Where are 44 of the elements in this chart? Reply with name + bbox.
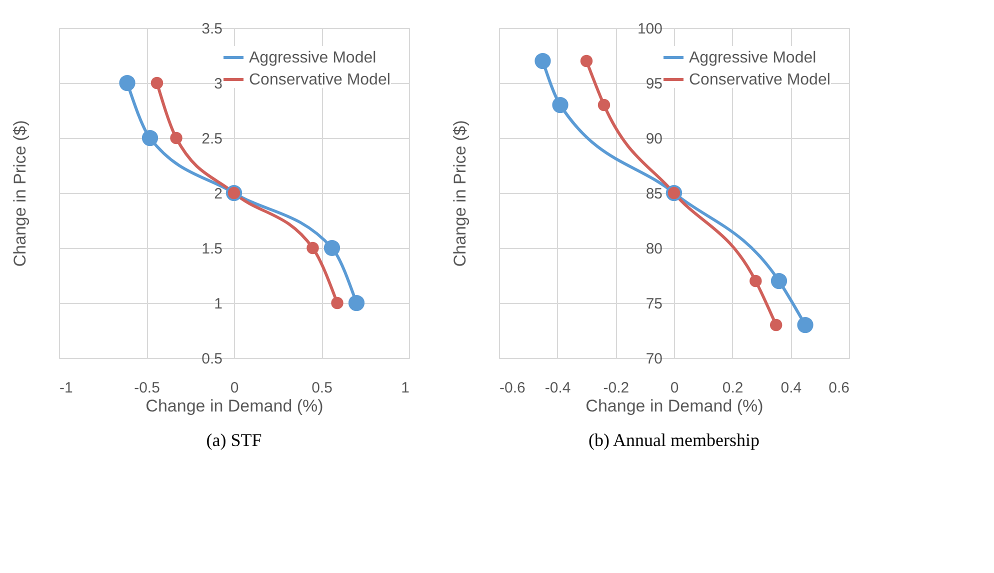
y-tick-label: 3.5	[202, 20, 222, 38]
y-tick-label: 80	[646, 240, 662, 258]
point	[348, 294, 365, 312]
y-tick-label: 1.5	[202, 240, 222, 258]
x-tick-label: 0.2	[722, 380, 744, 396]
point	[119, 74, 136, 92]
x-axis-title: Change in Demand (%)	[586, 396, 764, 416]
x-tick-label: 0.5	[312, 380, 332, 396]
y-tick-label: 3	[214, 76, 222, 92]
point	[306, 242, 319, 254]
y-axis-title: Change in Price ($)	[450, 120, 470, 267]
x-tick-label: -0.2	[603, 380, 630, 396]
point	[331, 296, 344, 310]
legend-label: Conservative Model	[249, 72, 390, 88]
x-tick-label: 0.4	[780, 380, 802, 396]
y-tick-label: 75	[646, 296, 662, 312]
point	[142, 130, 158, 146]
y-tick-label: 70	[646, 350, 662, 368]
point	[324, 240, 340, 256]
y-tick-label: 95	[646, 76, 662, 92]
x-tick-label: -0.5	[134, 380, 160, 396]
x-tick-label: 1	[401, 380, 410, 396]
y-tick-label: 1	[214, 296, 222, 312]
x-tick-label: -0.4	[544, 380, 571, 396]
point	[170, 132, 182, 144]
legend-label: Conservative Model	[689, 72, 830, 88]
x-tick-label: 0	[230, 380, 239, 396]
legend-label: Aggressive Model	[689, 50, 816, 66]
point	[150, 76, 164, 90]
x-tick-label: 0.6	[828, 380, 850, 396]
text: (b) Annual membership	[588, 430, 760, 450]
y-axis-title: Change in Price ($)	[10, 120, 30, 267]
y-tick-label: 0.5	[202, 350, 222, 368]
x-tick-label: 0	[670, 380, 679, 396]
y-tick-label: 90	[646, 130, 662, 148]
y-tick-label: 2	[214, 186, 222, 202]
y-tick-label: 2.5	[202, 130, 222, 148]
y-tick-label: 100	[637, 20, 662, 38]
x-axis-title: Change in Demand (%)	[146, 396, 324, 416]
x-tick-label: -1	[60, 380, 73, 396]
legend-label: Aggressive Model	[249, 50, 376, 66]
text: (a) STF	[206, 430, 262, 450]
y-tick-label: 85	[646, 186, 662, 202]
x-tick-label: -0.6	[500, 380, 526, 396]
